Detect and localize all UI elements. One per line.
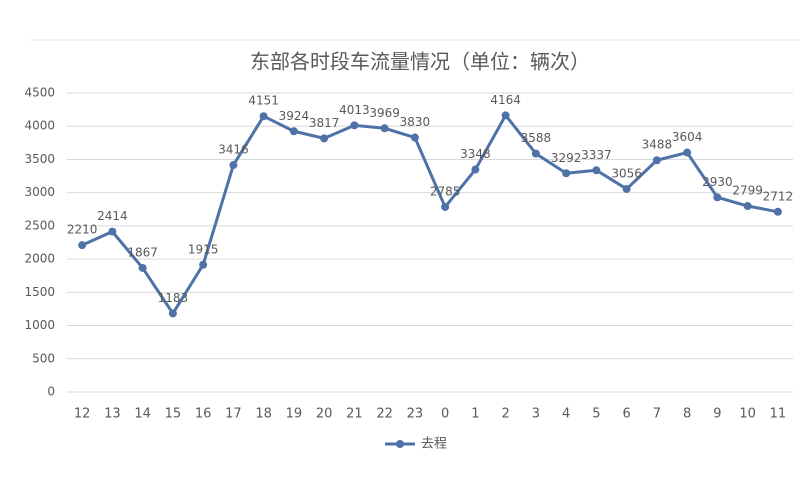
- x-tick-label: 10: [739, 407, 756, 422]
- data-point: [471, 165, 480, 174]
- data-label: 3488: [642, 138, 673, 152]
- data-point: [592, 166, 601, 175]
- x-tick-label: 21: [346, 407, 363, 422]
- y-tick-label: 2500: [24, 218, 55, 232]
- data-label: 3604: [672, 130, 703, 144]
- x-tick-label: 9: [713, 407, 721, 422]
- data-label: 4013: [339, 103, 370, 117]
- data-point: [713, 193, 722, 202]
- y-tick-label: 4000: [24, 119, 55, 133]
- data-point: [259, 112, 268, 121]
- data-label: 1183: [158, 291, 189, 305]
- x-tick-label: 23: [407, 407, 424, 422]
- data-point: [229, 161, 238, 170]
- data-point: [289, 127, 298, 136]
- data-point: [108, 227, 117, 236]
- legend-marker: [396, 440, 404, 448]
- x-tick-label: 1: [471, 407, 479, 422]
- y-tick-label: 4500: [24, 86, 55, 100]
- y-tick-label: 1000: [24, 318, 55, 332]
- data-point: [743, 202, 752, 211]
- x-tick-label: 18: [255, 407, 272, 422]
- data-label: 3969: [369, 106, 400, 120]
- data-label: 3588: [521, 131, 552, 145]
- y-tick-label: 3500: [24, 152, 55, 166]
- y-tick-label: 2000: [24, 252, 55, 266]
- data-point: [622, 184, 631, 193]
- data-point: [652, 156, 661, 165]
- data-point: [78, 241, 87, 250]
- data-point: [380, 124, 389, 133]
- data-label: 1915: [188, 242, 219, 256]
- x-tick-label: 8: [683, 407, 691, 422]
- series-line: [81, 113, 779, 315]
- x-tick-label: 17: [225, 407, 242, 422]
- data-point: [531, 149, 540, 158]
- x-tick-label: 19: [286, 407, 303, 422]
- x-tick-label: 14: [134, 407, 151, 422]
- data-point: [350, 121, 359, 130]
- data-label: 3817: [309, 116, 340, 130]
- data-point: [441, 202, 450, 211]
- x-tick-label: 15: [165, 407, 182, 422]
- y-tick-label: 0: [47, 385, 55, 399]
- y-tick-label: 3000: [24, 185, 55, 199]
- data-point: [773, 207, 782, 216]
- x-tick-label: 2: [501, 407, 509, 422]
- x-tick-label: 5: [592, 407, 600, 422]
- data-point: [199, 260, 208, 269]
- x-tick-label: 16: [195, 407, 212, 422]
- data-label: 1867: [127, 245, 158, 259]
- legend-label: 去程: [421, 437, 447, 452]
- data-label: 3056: [611, 166, 642, 180]
- data-point: [320, 134, 329, 143]
- y-tick-label: 500: [32, 351, 55, 365]
- x-tick-label: 22: [376, 407, 393, 422]
- data-point: [562, 169, 571, 178]
- data-point: [138, 263, 147, 272]
- y-tick-label: 1500: [24, 285, 55, 299]
- data-label: 3830: [400, 115, 431, 129]
- x-tick-label: 13: [104, 407, 121, 422]
- data-point: [168, 309, 177, 318]
- x-tick-label: 4: [562, 407, 570, 422]
- x-tick-label: 11: [770, 407, 787, 422]
- chart-title: 东部各时段车流量情况（单位：辆次）: [250, 50, 590, 74]
- x-tick-label: 7: [653, 407, 661, 422]
- x-tick-label: 3: [532, 407, 540, 422]
- x-tick-label: 0: [441, 407, 449, 422]
- data-label: 2210: [67, 223, 98, 237]
- data-point: [683, 148, 692, 157]
- x-tick-label: 12: [74, 407, 91, 422]
- data-label: 3292: [551, 151, 582, 165]
- data-label: 3348: [460, 147, 491, 161]
- data-label: 4164: [490, 93, 521, 107]
- data-label: 2799: [732, 184, 763, 198]
- data-label: 2785: [430, 184, 461, 198]
- x-tick-label: 20: [316, 407, 333, 422]
- data-point: [410, 133, 419, 142]
- data-label: 4151: [248, 94, 279, 108]
- data-label: 2712: [763, 189, 794, 203]
- data-point: [501, 111, 510, 120]
- data-label: 2414: [97, 209, 128, 223]
- data-label: 3924: [279, 109, 310, 123]
- data-label: 3416: [218, 143, 249, 157]
- x-tick-label: 6: [622, 407, 630, 422]
- data-label: 2930: [702, 175, 733, 189]
- data-label: 3337: [581, 148, 612, 162]
